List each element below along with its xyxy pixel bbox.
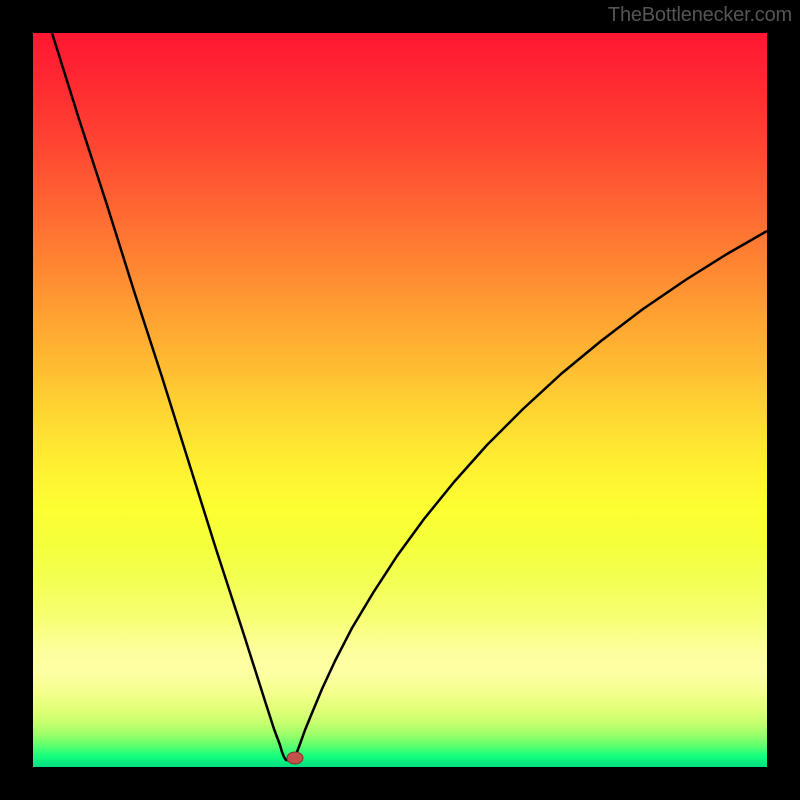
plot-area	[33, 33, 767, 767]
chart-container: TheBottlenecker.com	[0, 0, 800, 800]
watermark-text: TheBottlenecker.com	[608, 4, 792, 27]
bottleneck-curve	[52, 33, 767, 761]
minimum-marker	[287, 752, 303, 764]
curve-layer	[33, 33, 767, 767]
